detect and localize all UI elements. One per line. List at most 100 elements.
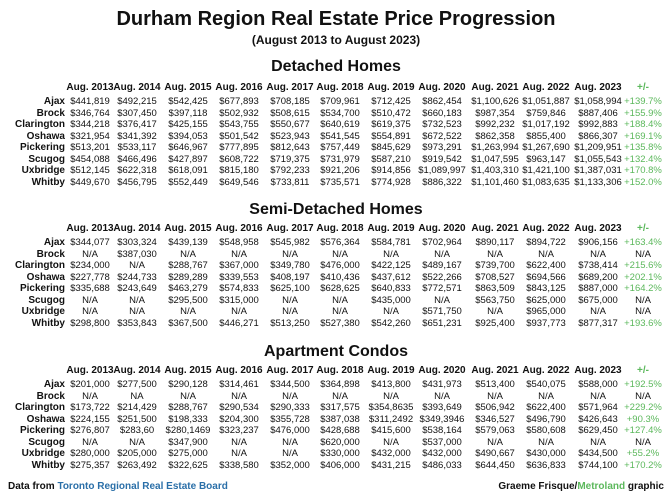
table-cell: $1,209,951 xyxy=(574,142,622,153)
column-header: Aug. 2015 xyxy=(164,223,212,234)
column-header: +/- xyxy=(637,82,649,93)
row-label: Ajax xyxy=(43,96,65,107)
table-cell: $862,358 xyxy=(475,130,515,142)
table-cell: $431,215 xyxy=(371,459,411,471)
change-cell: +169.1% xyxy=(624,130,662,142)
table-cell: $338,580 xyxy=(219,459,259,471)
table-cell: $198,333 xyxy=(168,413,208,425)
table-cell: $636,833 xyxy=(526,459,566,471)
table-cell: $435,000 xyxy=(371,294,411,306)
column-header: Aug. 2014 xyxy=(113,82,161,93)
column-header: Aug. 2022 xyxy=(522,82,570,93)
change-cell: N/A xyxy=(635,248,651,260)
table-cell: $965,000 xyxy=(526,306,566,317)
table-cell: N/A xyxy=(82,436,98,448)
table-cell: $280,1469 xyxy=(165,425,211,436)
table-cell: $344,218 xyxy=(70,119,110,130)
table-cell: N/A xyxy=(487,436,503,448)
table-cell: $812,643 xyxy=(270,142,310,153)
row-label: Scugog xyxy=(28,294,65,306)
table-cell: $496,790 xyxy=(526,413,566,425)
table-cell: $625,000 xyxy=(526,294,566,306)
table-cell: $321,954 xyxy=(70,130,110,142)
table-cell: N/A xyxy=(282,306,298,317)
table-cell: $489,167 xyxy=(422,260,462,271)
table-cell: N/A xyxy=(282,294,298,306)
table-cell: $588,000 xyxy=(578,379,618,390)
table-cell: $708,185 xyxy=(270,96,310,107)
table-cell: N/A xyxy=(487,306,503,317)
table-cell: $463,279 xyxy=(168,283,208,294)
table-cell: $283,60 xyxy=(119,425,155,436)
table-cell: $925,400 xyxy=(475,317,515,329)
table-cell: $992,232 xyxy=(475,119,515,130)
table-cell: $675,000 xyxy=(578,294,618,306)
row-label: Brock xyxy=(36,248,65,260)
table-cell: N/A xyxy=(332,306,348,317)
table-cell: N/A xyxy=(231,306,247,317)
table-cell: $914,856 xyxy=(371,165,411,176)
table-cell: $708,527 xyxy=(475,271,515,283)
table-cell: $523,943 xyxy=(270,130,310,142)
table-cell: $394,053 xyxy=(168,130,208,142)
table-cell: $214,429 xyxy=(117,402,157,413)
table-cell: $1,267,690 xyxy=(522,142,570,153)
column-header: Aug. 2019 xyxy=(367,365,415,376)
table-cell: N/A xyxy=(332,248,348,260)
table-cell: N/A xyxy=(129,306,145,317)
table-cell: $618,091 xyxy=(168,165,208,176)
table-cell: $886,322 xyxy=(422,176,462,188)
table-cell: $580,608 xyxy=(526,425,566,436)
table-cell: $863,509 xyxy=(475,283,515,294)
table-cell: $346,764 xyxy=(70,107,110,119)
credit-org: Metroland xyxy=(577,481,626,492)
table-cell: N/A xyxy=(383,306,399,317)
table-cell: $476,000 xyxy=(320,260,360,271)
table-cell: $694,566 xyxy=(526,271,566,283)
table-cell: $571,750 xyxy=(422,306,462,317)
table-cell: $712,425 xyxy=(371,96,411,107)
table-cell: $522,266 xyxy=(422,271,462,283)
table-cell: $649,546 xyxy=(219,176,259,188)
table-cell: $845,629 xyxy=(371,142,411,153)
table-cell: $739,700 xyxy=(475,260,515,271)
table-cell: $677,893 xyxy=(219,96,259,107)
section-title: Detached Homes xyxy=(271,58,401,75)
table-cell: $587,210 xyxy=(371,153,411,165)
table-cell: $425,155 xyxy=(168,119,208,130)
change-cell: +152.0% xyxy=(624,176,662,188)
table-cell: $387,030 xyxy=(117,248,157,260)
table-cell: $540,075 xyxy=(526,379,566,390)
column-header: Aug. 2023 xyxy=(574,365,622,376)
table-cell: $1,421,100 xyxy=(522,165,570,176)
table-cell: $432,000 xyxy=(371,448,411,459)
column-header: Aug. 2022 xyxy=(522,223,570,234)
table-cell: $410,436 xyxy=(320,271,360,283)
table-cell: $427,897 xyxy=(168,153,208,165)
source-link[interactable]: Toronto Regional Real Estate Board xyxy=(57,481,228,492)
table-cell: $289,289 xyxy=(168,271,208,283)
table-cell: $906,156 xyxy=(578,237,618,248)
table-cell: $397,118 xyxy=(168,107,208,119)
change-cell: +170.8% xyxy=(624,165,662,176)
table-cell: $201,000 xyxy=(70,379,110,390)
column-header: Aug. 2014 xyxy=(113,365,161,376)
table-cell: $774,928 xyxy=(371,176,411,188)
change-cell: +188.4% xyxy=(624,119,662,130)
table-cell: $454,088 xyxy=(70,153,110,165)
table-cell: $1,047,595 xyxy=(471,153,519,165)
column-header: Aug. 2016 xyxy=(215,82,263,93)
table-cell: $542,260 xyxy=(371,317,411,329)
column-header: Aug. 2019 xyxy=(367,223,415,234)
table-cell: $646,967 xyxy=(168,142,208,153)
table-cell: $290,128 xyxy=(168,379,208,390)
table-cell: $510,472 xyxy=(371,107,411,119)
row-label: Oshawa xyxy=(26,413,65,425)
table-cell: $579,063 xyxy=(475,425,515,436)
page-title: Durham Region Real Estate Price Progress… xyxy=(116,8,556,30)
table-cell: $527,380 xyxy=(320,317,360,329)
table-cell: $413,800 xyxy=(371,379,411,390)
table-cell: N/A xyxy=(231,248,247,260)
table-cell: N/A xyxy=(434,248,450,260)
column-header: Aug. 2015 xyxy=(164,365,212,376)
